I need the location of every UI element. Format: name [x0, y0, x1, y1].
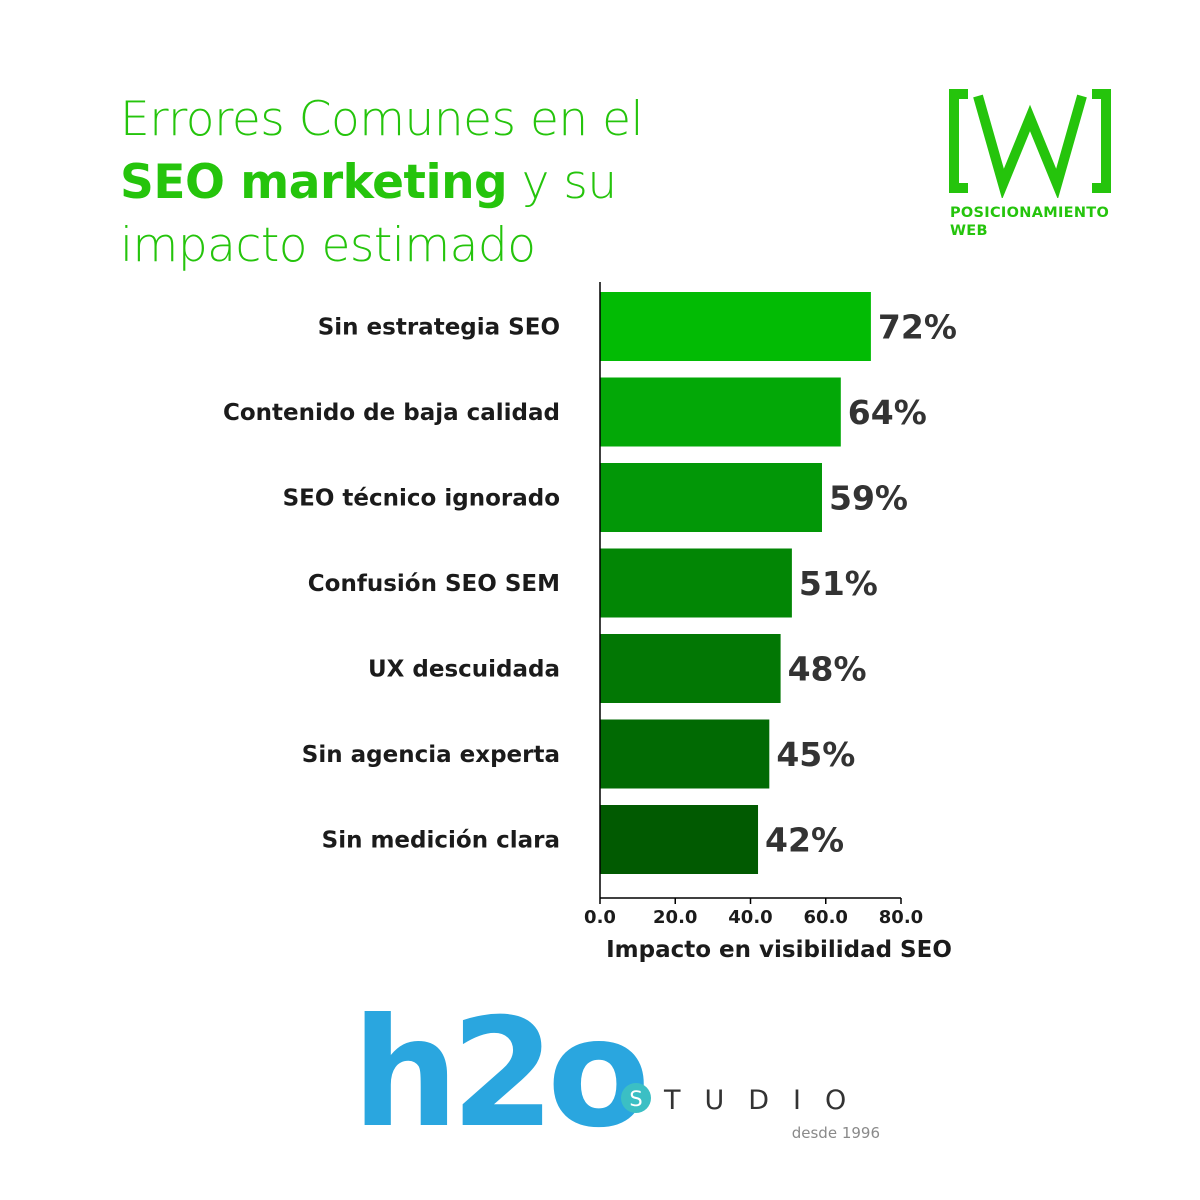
studio-tagline: desde 1996 — [792, 1124, 880, 1142]
category-label: UX descuidada — [368, 657, 560, 683]
x-tick-label: 80.0 — [879, 907, 923, 928]
title-line-1: Errores Comunes en el — [120, 92, 644, 147]
value-label: 42% — [765, 821, 844, 860]
bar — [600, 463, 822, 532]
bar — [600, 377, 841, 447]
x-tick-label: 60.0 — [804, 907, 848, 928]
title-line-2-rest: y su — [507, 155, 618, 210]
caption-line-2: WEB — [950, 223, 988, 239]
category-labels-group: Sin estrategia SEO Contenido de baja cali… — [223, 315, 560, 854]
title-bold-text: SEO marketing — [120, 155, 508, 210]
value-label: 59% — [829, 479, 908, 518]
title-line-3: impacto estimado — [120, 218, 536, 273]
x-tick-label: 20.0 — [653, 907, 697, 928]
title-line-2: SEO marketing y su — [120, 151, 840, 214]
h2o-logo-text: h2o — [352, 987, 644, 1145]
value-label: 48% — [788, 650, 867, 689]
category-label: Contenido de baja calidad — [223, 400, 560, 426]
bar — [600, 292, 871, 361]
studio-dot-letter: S — [629, 1087, 642, 1111]
value-label: 72% — [878, 308, 957, 347]
x-axis-title: Impacto en visibilidad SEO — [606, 937, 952, 963]
bars-group — [600, 292, 871, 874]
value-label: 45% — [776, 735, 855, 774]
x-ticks-group: 0.0 20.0 40.0 60.0 80.0 — [584, 898, 923, 928]
bar — [600, 805, 759, 874]
chart-title: Errores Comunes en el SEO marketing y su… — [120, 88, 840, 277]
category-label: Sin agencia experta — [302, 742, 560, 768]
bar-chart: Sin estrategia SEO Contenido de baja cali… — [223, 282, 957, 963]
category-label: Sin estrategia SEO — [318, 315, 560, 341]
posicionamiento-web-logo: POSICIONAMIENTO WEB — [948, 88, 1118, 239]
bar — [600, 548, 792, 618]
posicionamiento-web-caption: POSICIONAMIENTO WEB — [950, 204, 1109, 240]
w-bracket-logo-icon — [949, 89, 1111, 200]
category-label: Confusión SEO SEM — [308, 571, 560, 597]
h2o-studio-logo: h2o S TUDIO desde 1996 — [352, 987, 880, 1145]
studio-dot-icon — [621, 1083, 651, 1113]
caption-line-1: POSICIONAMIENTO — [950, 205, 1110, 221]
studio-word: TUDIO — [663, 1085, 870, 1116]
category-label: SEO técnico ignorado — [283, 486, 560, 512]
bar — [600, 634, 781, 703]
value-label: 64% — [848, 393, 927, 432]
x-tick-label: 0.0 — [584, 907, 616, 928]
x-tick-label: 40.0 — [728, 907, 772, 928]
bar — [600, 719, 770, 789]
value-labels-group: 72% 64% 59% 51% 48% 45% 42% — [765, 308, 957, 860]
value-label: 51% — [799, 564, 878, 603]
category-label: Sin medición clara — [322, 828, 560, 854]
